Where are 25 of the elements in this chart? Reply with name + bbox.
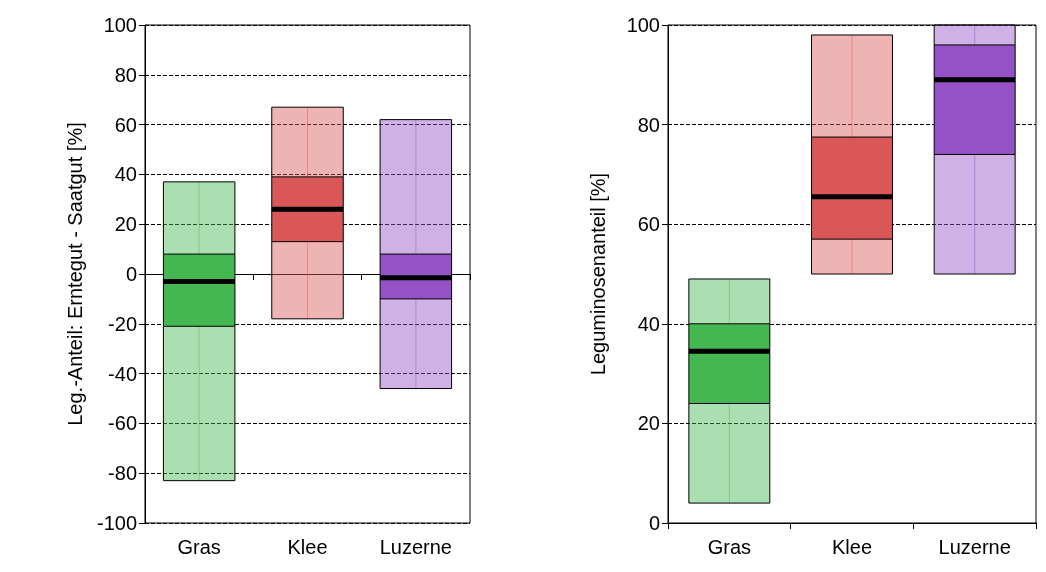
y-tick-label: -100 — [96, 512, 137, 534]
y-tick-label: 0 — [648, 512, 660, 534]
x-tick-label: Gras — [177, 536, 221, 558]
y-axis-title: Leguminosenanteil [%] — [587, 172, 609, 376]
y-tick-label: -40 — [108, 362, 137, 385]
y-tick-label: 40 — [114, 163, 137, 186]
y-tick-label: 100 — [626, 14, 660, 36]
y-tick-label: -60 — [108, 412, 137, 435]
x-tick-label: Luzerne — [379, 536, 452, 558]
y-tick-label: -20 — [108, 312, 137, 335]
y-tick-label: 100 — [103, 14, 137, 36]
y-tick-label: 80 — [637, 113, 660, 136]
y-tick-label: -80 — [108, 462, 137, 485]
y-tick-label: 40 — [637, 312, 660, 335]
x-tick-label: Klee — [287, 536, 328, 558]
y-tick-label: 80 — [114, 63, 137, 86]
y-tick-label: 20 — [114, 213, 137, 236]
y-tick-label: 0 — [125, 263, 137, 285]
y-tick-label: 20 — [637, 412, 660, 435]
y-tick-label: 60 — [114, 113, 137, 136]
x-tick-label: Klee — [831, 536, 873, 558]
y-tick-label: 60 — [637, 213, 660, 236]
x-tick-label: Gras — [707, 536, 752, 558]
y-axis-title: Leg.-Anteil: Erntegut - Saatgut [%] — [64, 122, 86, 426]
x-tick-label: Luzerne — [938, 536, 1011, 558]
